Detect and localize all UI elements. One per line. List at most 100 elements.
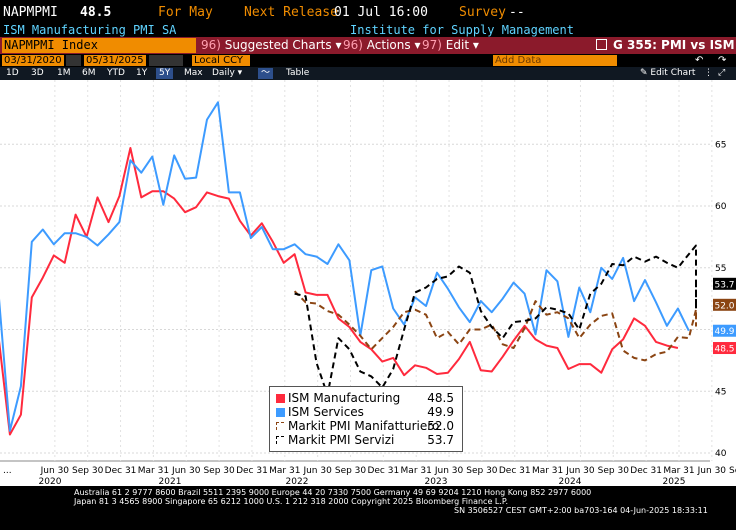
frequency-select[interactable]: Daily ▾ [212,68,243,78]
y-tick-label: 55 [715,264,726,274]
last-value-badge [713,324,736,337]
x-tick-label: Jun 30 [171,466,201,476]
calendar-icon[interactable] [149,55,183,66]
legend-name: Markit PMI Manifatturiero [288,419,440,433]
y-tick-label: 40 [715,449,727,459]
security-header: NAPMPMI 48.5 For May Next Release 01 Jul… [0,0,736,22]
more-icon[interactable]: ⋮ [704,68,713,78]
security-description: ISM Manufacturing PMI SA [3,23,177,37]
last-value-label: 53.7 [714,280,734,290]
x-tick-label: Mar 31 [138,466,169,476]
controls-row: 03/31/2020 05/31/2025 Local CCY Add Data… [0,54,736,67]
tab-ytd[interactable]: YTD [107,68,125,78]
dashed-swatch-icon [276,436,284,444]
series-line-2 [0,101,690,432]
x-tick-label: Dec 31 [367,466,399,476]
x-tick-label: Mar 31 [269,466,300,476]
y-tick-label: 60 [715,202,727,212]
last-value-badge [713,277,736,290]
period-tabs: 1D 3D 1M 6M YTD 1Y 5Y Max Daily ▾ 〜 Tabl… [0,67,736,80]
suggested-charts-menu[interactable]: 96) Suggested Charts ▾ [201,38,342,52]
currency-field[interactable]: Local CCY [192,55,250,66]
x-tick-label: Sep 30 [466,466,498,476]
legend-value: 48.5 [427,391,454,405]
x-tick-ellipsis: ... [3,466,12,476]
legend-value: 49.9 [427,405,454,419]
chevron-down-icon: ▾ [472,38,479,52]
legend-value: 52.0 [427,419,454,433]
x-tick-label: Jun 30 [434,466,464,476]
last-value-label: 52.0 [714,301,734,311]
fullscreen-icon[interactable]: ⤢ [718,68,726,78]
x-tick-label: Dec 31 [499,466,531,476]
x-tick-label: Sep 30 [729,466,736,476]
x-tick-label: Mar 31 [663,466,694,476]
start-date-field[interactable]: 03/31/2020 [2,55,64,66]
line-chart-icon[interactable]: 〜 [258,68,274,79]
tab-6m[interactable]: 6M [82,68,96,78]
menu-bar: NAPMPMI Index 96) Suggested Charts ▾ 96)… [0,37,736,54]
legend-item[interactable]: ISM Services 49.9 [274,405,458,419]
legend-value: 53.7 [427,433,454,447]
x-year-label: 2021 [159,477,182,486]
tab-1y[interactable]: 1Y [136,68,148,78]
edit-menu[interactable]: 97) Edit ▾ [422,38,479,52]
survey-value: -- [509,5,525,20]
dashed-swatch-icon [276,422,284,430]
footer-contacts-1: Australia 61 2 9777 8600 Brazil 5511 239… [74,488,592,497]
legend-name: ISM Manufacturing [288,391,401,405]
end-date-field[interactable]: 05/31/2025 [84,55,146,66]
date-separator [66,55,81,66]
x-tick-label: Dec 31 [105,466,137,476]
last-value-badge [713,342,736,355]
tab-3d[interactable]: 3D [31,68,44,78]
x-tick-label: Sep 30 [203,466,235,476]
x-year-label: 2023 [425,477,448,486]
y-tick-label: 45 [715,387,726,397]
x-tick-label: Sep 30 [598,466,630,476]
x-year-label: 2024 [559,477,582,486]
footer: Australia 61 2 9777 8600 Brazil 5511 239… [0,486,736,530]
x-tick-label: Sep 30 [335,466,367,476]
tab-max[interactable]: Max [184,68,203,78]
x-tick-label: Mar 31 [532,466,563,476]
ticker-label: NAPMPMI [3,5,58,20]
legend-item[interactable]: ISM Manufacturing 48.5 [274,391,458,405]
series-line-4 [294,244,697,396]
last-value-badge [713,298,736,311]
footer-session: SN 3506527 CEST GMT+2:00 ba703-164 04-Ju… [454,506,708,515]
chart-id[interactable]: G 355: PMI vs ISM [596,38,735,53]
legend-name: Markit PMI Servizi [288,433,395,447]
x-axis-band [0,461,736,486]
last-value-label: 49.9 [714,327,734,337]
legend-item[interactable]: Markit PMI Servizi 53.7 [274,433,458,447]
tab-1m[interactable]: 1M [57,68,71,78]
for-period: For May [158,5,213,20]
x-tick-label: Mar 31 [401,466,432,476]
next-release-value: 01 Jul 16:00 [334,5,428,20]
security-field[interactable]: NAPMPMI Index [2,38,196,53]
add-data-field[interactable]: Add Data [493,55,617,66]
y-tick-label: 65 [715,140,726,150]
undo-icon[interactable]: ↶ [695,55,704,66]
table-button[interactable]: Table [286,68,310,78]
next-release-label: Next Release [244,5,338,20]
redo-icon[interactable]: ↷ [718,55,727,66]
last-value-label: 48.5 [714,345,734,355]
tab-5y[interactable]: 5Y [156,68,174,79]
x-tick-label: Dec 31 [236,466,268,476]
legend-item[interactable]: Markit PMI Manifatturiero 52.0 [274,419,458,433]
solid-swatch-icon [276,394,285,403]
chevron-down-icon: ▾ [414,38,421,52]
survey-label: Survey [459,5,506,20]
tab-1d[interactable]: 1D [6,68,19,78]
x-year-label: 2020 [39,477,62,486]
chevron-down-icon: ▾ [335,38,342,52]
edit-chart-button[interactable]: ✎ Edit Chart [640,68,696,78]
series-line-3 [293,290,697,362]
x-tick-label: Sep 30 [72,466,104,476]
actions-menu[interactable]: 96) Actions ▾ [343,38,421,52]
x-tick-label: Jun 30 [302,466,332,476]
source-name: Institute for Supply Management [350,23,574,37]
popout-icon [596,39,607,50]
